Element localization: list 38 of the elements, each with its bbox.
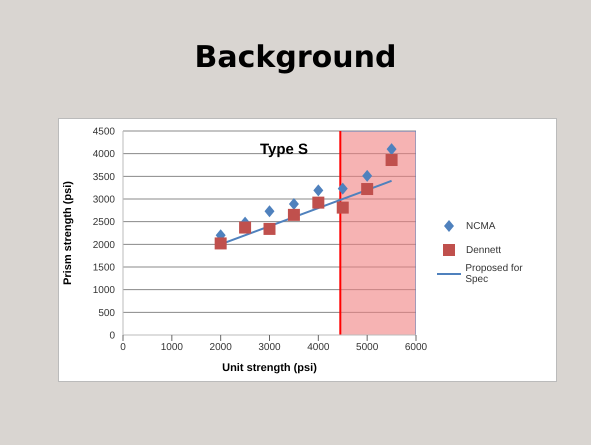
x-tick-label: 4000 [307, 342, 330, 354]
chart-title: Background [194, 40, 398, 75]
point [312, 196, 324, 209]
x-tick-label: 2000 [210, 342, 232, 354]
y-tick-label: 0 [109, 330, 116, 342]
y-tick-label: 3000 [92, 194, 116, 206]
point [361, 183, 374, 196]
point [239, 222, 252, 234]
point [362, 170, 372, 182]
point [288, 208, 300, 221]
x-tick-label: 3000 [258, 342, 282, 354]
y-tick-label: 1000 [92, 285, 116, 296]
point [336, 202, 349, 214]
legend-label: NCMA [466, 220, 496, 232]
point [264, 205, 274, 218]
point [338, 182, 348, 195]
x-tick-label: 1000 [160, 342, 184, 354]
y-tick-label: 500 [98, 308, 116, 319]
point [288, 198, 299, 210]
point [386, 143, 397, 156]
x-axis-title: Unit strength (psi) [222, 362, 318, 374]
point [214, 237, 227, 250]
legend-label: Dennett [466, 244, 502, 256]
x-tick-label: 0 [120, 342, 126, 354]
point [264, 222, 276, 235]
point [386, 154, 398, 166]
y-axis-title: Prism strength (psi) [62, 180, 74, 285]
y-tick-label: 3500 [92, 172, 116, 183]
x-tick-label: 6000 [404, 342, 428, 354]
y-tick-label: 4500 [92, 126, 116, 138]
y-tick-label: 2500 [92, 217, 116, 228]
text: Type S [260, 141, 308, 158]
y-tick-label: 1500 [92, 262, 116, 274]
y-tick-label: 2000 [92, 240, 116, 251]
legend-label: Proposed for Spec [465, 263, 524, 285]
y-tick-label: 4000 [92, 149, 116, 160]
x-tick-label: 5000 [356, 342, 379, 354]
point [313, 184, 324, 196]
